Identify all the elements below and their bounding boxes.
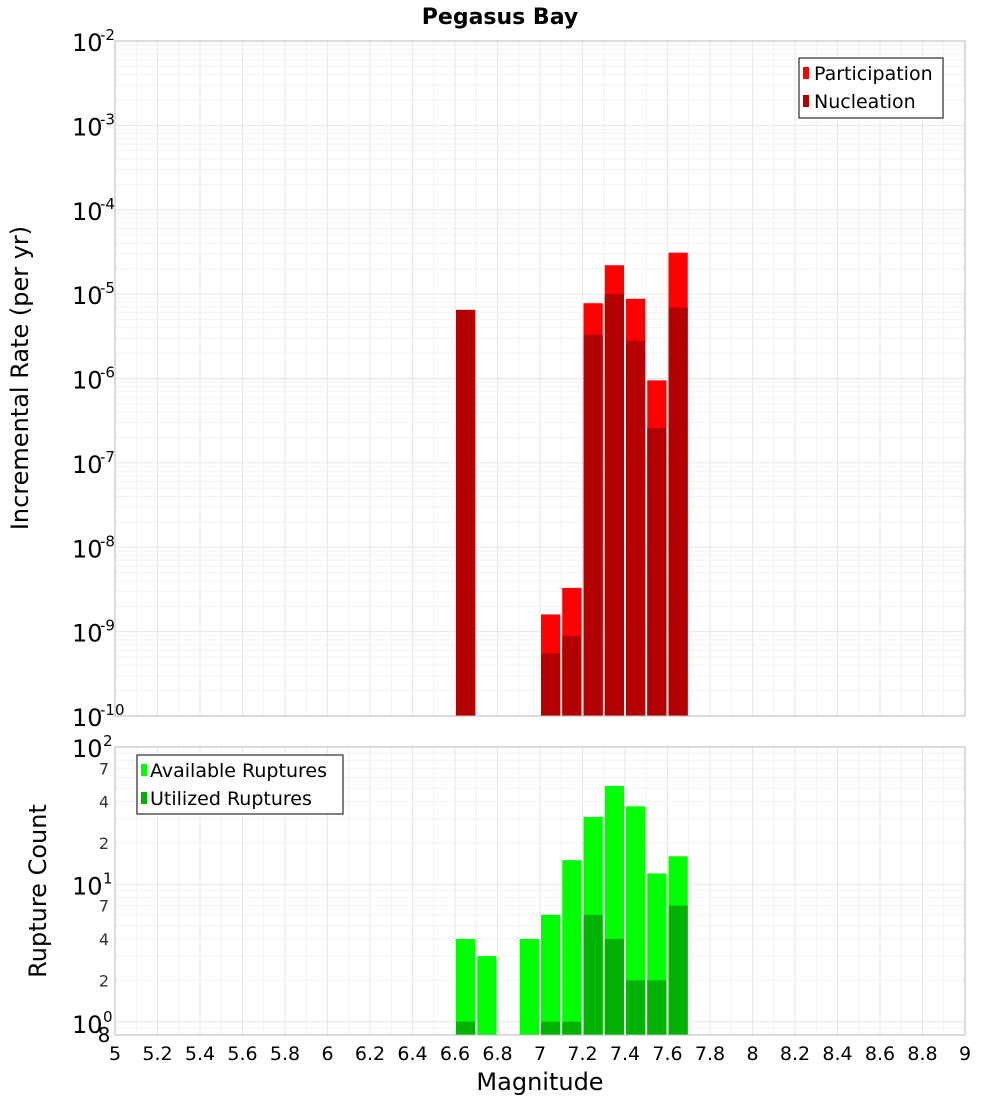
legend-swatch-utilized bbox=[141, 792, 147, 804]
x-tick-label: 8.2 bbox=[780, 1043, 810, 1065]
bottom-bar-utilized-ruptures bbox=[668, 905, 688, 1035]
x-tick-label: 7.8 bbox=[695, 1043, 725, 1065]
x-tick-label: 7.4 bbox=[610, 1043, 640, 1065]
x-tick-label: 5 bbox=[109, 1043, 121, 1065]
top-bar-nucleation bbox=[583, 334, 603, 716]
bottom-bar-utilized-ruptures bbox=[604, 939, 624, 1035]
legend-label-utilized: Utilized Ruptures bbox=[150, 788, 312, 810]
legend-label-participation: Participation bbox=[814, 63, 933, 85]
x-tick-label: 8.4 bbox=[822, 1043, 852, 1065]
bottom-bar-utilized-ruptures bbox=[562, 1021, 582, 1035]
top-y-tick-exponent: -2 bbox=[100, 26, 115, 44]
top-y-axis-ticks: 10-210-310-410-510-610-710-810-910-10 bbox=[72, 26, 125, 732]
x-tick-label: 9 bbox=[959, 1043, 971, 1065]
x-tick-label: 6 bbox=[321, 1043, 333, 1065]
bottom-bar-available-ruptures bbox=[541, 914, 561, 1035]
top-y-tick-label: 10 bbox=[72, 535, 103, 563]
legend-swatch-nucleation bbox=[803, 95, 809, 107]
bottom-y-tick-exponent: 0 bbox=[103, 1008, 113, 1026]
bottom-bar-available-ruptures bbox=[562, 860, 582, 1035]
top-y-tick-label: 10 bbox=[72, 367, 103, 395]
top-y-tick-label: 10 bbox=[72, 704, 103, 732]
x-axis-title: Magnitude bbox=[476, 1068, 603, 1096]
top-legend: Participation Nucleation bbox=[798, 57, 944, 119]
top-bar-nucleation bbox=[541, 653, 561, 716]
legend-label-nucleation: Nucleation bbox=[814, 91, 916, 113]
bottom-bar-utilized-ruptures bbox=[647, 980, 667, 1035]
top-bar-nucleation bbox=[562, 635, 582, 716]
bottom-y-tick-label: 10 bbox=[72, 1011, 103, 1039]
bottom-plot-bars bbox=[456, 786, 688, 1035]
top-y-tick-label: 10 bbox=[72, 29, 103, 57]
top-y-tick-exponent: -8 bbox=[100, 532, 115, 550]
bottom-y-minor-label: 7 bbox=[99, 897, 109, 916]
top-y-tick-exponent: -5 bbox=[100, 279, 115, 297]
top-y-axis-title: Incremental Rate (per yr) bbox=[6, 226, 34, 530]
x-tick-label: 5.4 bbox=[185, 1043, 215, 1065]
top-bar-nucleation bbox=[456, 309, 476, 716]
bottom-bar-utilized-ruptures bbox=[541, 1021, 561, 1035]
top-y-tick-label: 10 bbox=[72, 451, 103, 479]
x-tick-label: 5.8 bbox=[270, 1043, 300, 1065]
top-y-tick-label: 10 bbox=[72, 113, 103, 141]
top-y-tick-exponent: -6 bbox=[100, 364, 115, 382]
top-y-tick-label: 10 bbox=[72, 198, 103, 226]
top-plot-frame bbox=[114, 40, 966, 717]
x-axis-ticks: 5 5.2 5.4 5.6 5.8 6 6.2 6.4 6.6 6.8 7 7.2 7.4 7.6 7.8 8… bbox=[109, 1043, 971, 1065]
x-tick-label: 5.6 bbox=[227, 1043, 257, 1065]
top-y-tick-exponent: -4 bbox=[100, 195, 115, 213]
bottom-bar-available-ruptures bbox=[477, 956, 497, 1035]
x-tick-label: 8 bbox=[746, 1043, 758, 1065]
bottom-bar-available-ruptures bbox=[456, 939, 476, 1035]
bottom-bar-utilized-ruptures bbox=[456, 1021, 476, 1035]
top-bar-nucleation bbox=[668, 307, 688, 716]
legend-swatch-available bbox=[141, 764, 147, 776]
x-tick-label: 6.6 bbox=[440, 1043, 470, 1065]
top-plot-grid bbox=[114, 41, 966, 717]
bottom-y-tick-exponent: 2 bbox=[103, 732, 113, 750]
bottom-y-minor-label: 2 bbox=[99, 834, 109, 853]
legend-swatch-participation bbox=[803, 67, 809, 79]
top-plot-bars bbox=[456, 252, 688, 716]
top-y-tick-exponent: -10 bbox=[100, 701, 125, 719]
top-y-tick-label: 10 bbox=[72, 282, 103, 310]
top-y-tick-exponent: -7 bbox=[100, 448, 115, 466]
bottom-y-minor-label: 8 bbox=[98, 1023, 111, 1047]
x-tick-label: 7.6 bbox=[652, 1043, 682, 1065]
x-tick-label: 6.4 bbox=[397, 1043, 427, 1065]
bottom-plot-frame bbox=[114, 746, 966, 1036]
x-tick-label: 6.2 bbox=[355, 1043, 385, 1065]
bottom-y-tick-label: 10 bbox=[72, 735, 103, 763]
top-bar-nucleation bbox=[647, 427, 667, 716]
top-y-tick-exponent: -3 bbox=[100, 110, 115, 128]
legend-label-available: Available Ruptures bbox=[150, 760, 327, 782]
chart-title: Pegasus Bay bbox=[422, 5, 578, 30]
bottom-y-tick-exponent: 1 bbox=[103, 869, 113, 887]
bottom-bar-available-ruptures bbox=[519, 939, 539, 1035]
x-tick-label: 8.8 bbox=[907, 1043, 937, 1065]
x-tick-label: 8.6 bbox=[865, 1043, 895, 1065]
bottom-y-minor-label: 7 bbox=[99, 759, 109, 778]
bottom-y-minor-label: 4 bbox=[99, 793, 109, 812]
bottom-y-minor-label: 4 bbox=[99, 930, 109, 949]
bottom-legend: Available Ruptures Utilized Ruptures bbox=[136, 754, 344, 815]
bottom-bar-utilized-ruptures bbox=[583, 914, 603, 1035]
bottom-y-axis-title: Rupture Count bbox=[24, 804, 52, 978]
top-y-tick-label: 10 bbox=[72, 620, 103, 648]
bottom-y-minor-label: 2 bbox=[99, 971, 109, 990]
bottom-bar-available-ruptures bbox=[626, 806, 646, 1035]
top-bar-nucleation bbox=[626, 340, 646, 716]
top-bar-nucleation bbox=[604, 294, 624, 716]
x-tick-label: 5.2 bbox=[142, 1043, 172, 1065]
x-tick-label: 6.8 bbox=[482, 1043, 512, 1065]
x-tick-label: 7 bbox=[534, 1043, 546, 1065]
x-tick-label: 7.2 bbox=[567, 1043, 597, 1065]
top-y-tick-exponent: -9 bbox=[100, 617, 115, 635]
bottom-bar-utilized-ruptures bbox=[626, 980, 646, 1035]
bottom-y-tick-label: 10 bbox=[72, 872, 103, 900]
